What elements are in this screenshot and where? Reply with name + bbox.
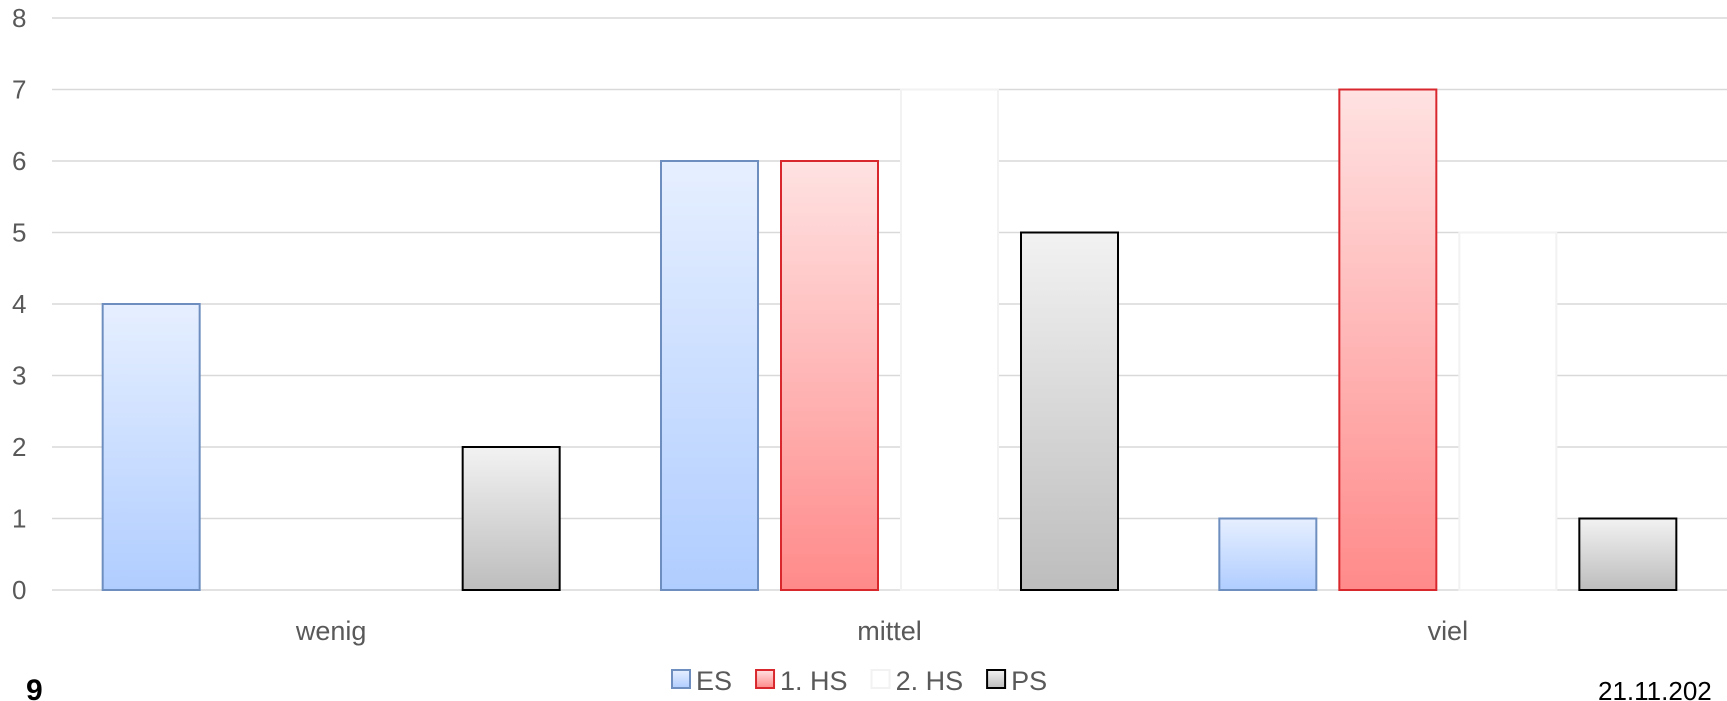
page-number: 9 xyxy=(26,674,43,701)
bar-ps-mittel xyxy=(1020,231,1119,591)
legend-swatch-es xyxy=(671,669,691,689)
legend-swatch-2-hs xyxy=(870,669,891,689)
slide-footer: 9 21.11.202 xyxy=(26,674,1712,701)
legend-label-es: ES xyxy=(696,666,732,696)
bar-ps-wenig xyxy=(461,446,561,591)
y-tick-label-4: 4 xyxy=(12,289,26,319)
bar-ps-viel xyxy=(1578,517,1678,591)
bar-2-hs-mittel xyxy=(900,88,999,591)
legend-label-ps: PS xyxy=(1011,666,1047,696)
y-tick-label-0: 0 xyxy=(12,575,26,605)
legend-label-1-hs: 1. HS xyxy=(780,666,848,696)
legend-label-2-hs: 2. HS xyxy=(896,666,964,696)
bar-1-hs-viel xyxy=(1338,88,1438,591)
category-label-viel: viel xyxy=(1428,616,1469,646)
legend: ES 1. HS 2. HS PS xyxy=(671,666,1047,696)
y-tick-label-2: 2 xyxy=(12,432,26,462)
bar-es-viel xyxy=(1218,517,1318,591)
y-tick-label-8: 8 xyxy=(12,3,26,33)
gridlines xyxy=(52,17,1727,591)
legend-swatch-1-hs xyxy=(755,669,776,689)
footer-date: 21.11.202 xyxy=(1598,676,1712,701)
bar-es-mittel xyxy=(660,160,759,591)
category-label-wenig: wenig xyxy=(295,616,367,646)
y-tick-label-6: 6 xyxy=(12,146,26,176)
legend-swatch-ps xyxy=(986,669,1007,689)
y-axis-ticks: 0 1 2 3 4 5 6 7 8 xyxy=(12,3,26,605)
y-tick-label-1: 1 xyxy=(12,504,26,534)
bar-1-hs-mittel xyxy=(780,160,879,591)
bars xyxy=(101,88,1678,591)
category-label-mittel: mittel xyxy=(857,616,922,646)
y-tick-label-7: 7 xyxy=(12,75,26,105)
bar-es-wenig xyxy=(101,303,201,591)
bar-2-hs-viel xyxy=(1458,231,1558,591)
x-axis-categories: wenig mittel viel xyxy=(295,616,1468,646)
y-tick-label-5: 5 xyxy=(12,218,26,248)
y-tick-label-3: 3 xyxy=(12,361,26,391)
